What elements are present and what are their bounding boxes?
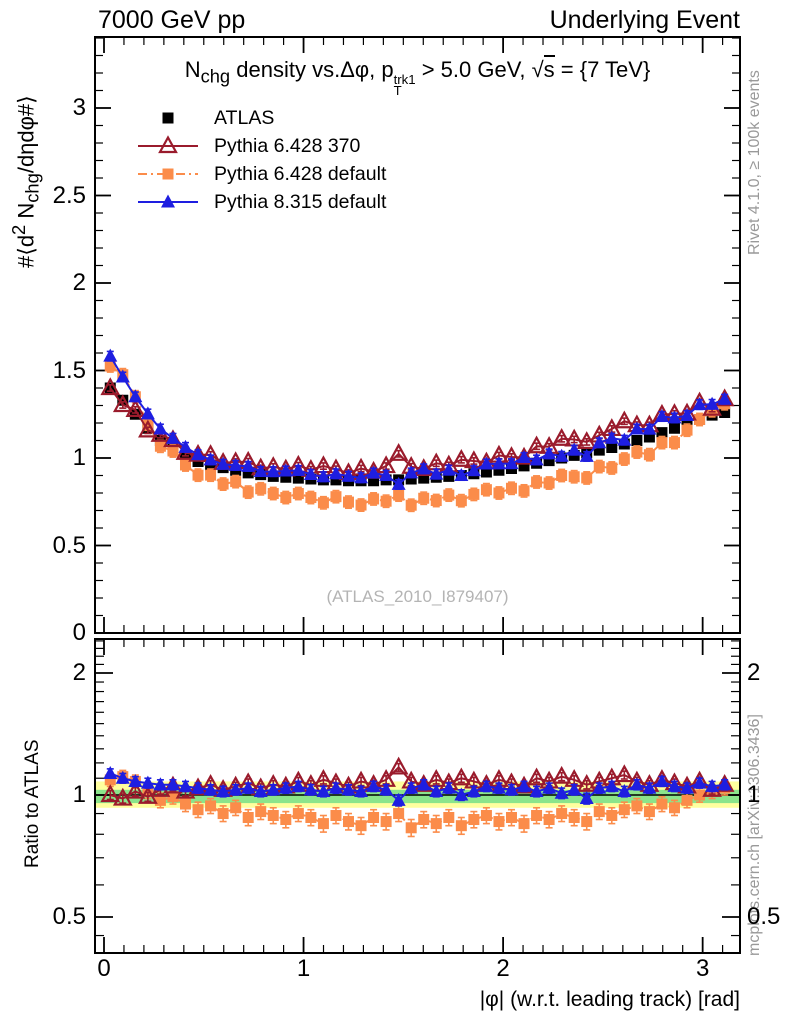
legend-label-atlas: ATLAS bbox=[214, 106, 275, 129]
ratio-y-tick-label: 0.5 bbox=[52, 903, 86, 930]
orange-square-marker-icon bbox=[138, 168, 198, 180]
main-y-tick-label: 0.5 bbox=[52, 531, 86, 559]
main-y-tick-label: 1.5 bbox=[52, 356, 86, 384]
beam-energy-label: 7000 GeV pp bbox=[98, 6, 246, 34]
legend-item-atlas: ATLAS bbox=[136, 104, 274, 132]
x-tick-label: 2 bbox=[496, 955, 510, 982]
plot-title: Nchg density vs.Δφ, p trk1 T > 5.0 GeV, √s… bbox=[184, 55, 651, 99]
title-sub-chg: chg bbox=[200, 65, 231, 87]
analysis-category-label: Underlying Event bbox=[549, 6, 740, 34]
open-triangle-marker-icon bbox=[138, 135, 198, 154]
blue-triangle-marker-icon bbox=[138, 194, 198, 208]
series-ratio-pythia-8315-default bbox=[103, 765, 732, 807]
legend-item-pythia-6428-default: Pythia 6.428 default bbox=[136, 160, 386, 188]
main-y-tick-label: 2 bbox=[72, 269, 86, 296]
main-y-tick-label: 1 bbox=[72, 444, 86, 471]
x-tick-label: 3 bbox=[695, 955, 710, 982]
legend-label-pythia-6428-370: Pythia 6.428 370 bbox=[214, 134, 361, 157]
legend-item-pythia-6428-370: Pythia 6.428 370 bbox=[136, 132, 360, 160]
main-y-tick-label: 0 bbox=[72, 619, 86, 646]
legend-item-pythia-8315-default: Pythia 8.315 default bbox=[136, 188, 386, 216]
ratio-y-tick-label: 2 bbox=[72, 659, 86, 686]
series-pythia-8315-default bbox=[103, 348, 732, 490]
ratio-y-tick-label: 1 bbox=[72, 781, 86, 808]
ratio-y-tick-label-right: 1 bbox=[747, 781, 761, 808]
x-axis-title: |φ| (w.r.t. leading track) [rad] bbox=[479, 988, 740, 1011]
analysis-id-watermark: (ATLAS_2010_I879407) bbox=[326, 587, 509, 606]
main-y-tick-label: 2.5 bbox=[52, 181, 86, 209]
series-pythia-6428-default bbox=[104, 359, 731, 513]
ratio-y-tick-label-right: 0.5 bbox=[747, 903, 781, 930]
legend-label-pythia-8315-default: Pythia 8.315 default bbox=[214, 190, 387, 213]
ratio-frame bbox=[94, 638, 741, 954]
ratio-y-tick-label-right: 2 bbox=[747, 659, 761, 686]
main-y-tick-label: 3 bbox=[72, 94, 86, 121]
atlas-marker-icon bbox=[162, 112, 174, 124]
x-tick-label: 0 bbox=[97, 955, 111, 982]
x-tick-label: 1 bbox=[296, 955, 311, 982]
axis-ticks bbox=[95, 37, 740, 953]
rivet-version-caption: Rivet 4.1.0, ≥ 100k events bbox=[746, 70, 763, 255]
pt-sup-sub: trk1 T bbox=[393, 72, 416, 99]
legend-label-pythia-6428-default: Pythia 6.428 default bbox=[214, 162, 387, 185]
